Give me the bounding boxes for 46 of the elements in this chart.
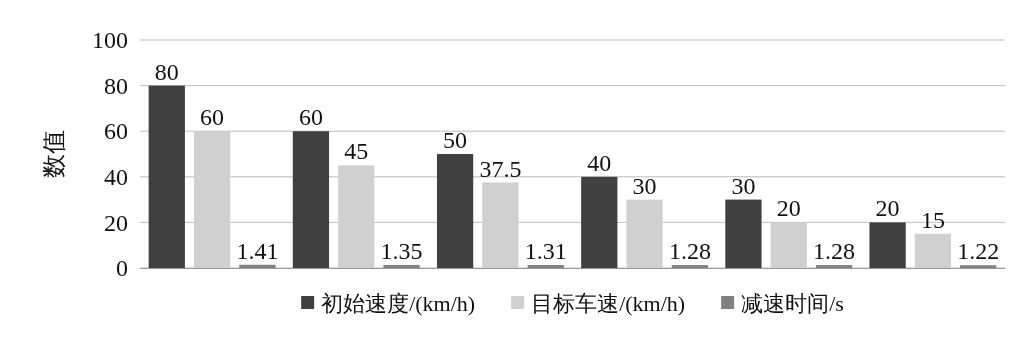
data-label: 1.28 xyxy=(813,238,856,265)
y-tick-label: 60 xyxy=(104,118,128,145)
y-tick-label: 20 xyxy=(104,209,128,236)
data-label: 40 xyxy=(587,149,612,176)
bar xyxy=(671,265,709,268)
data-label: 60 xyxy=(200,104,225,131)
bar xyxy=(482,182,519,268)
y-tick-label: 0 xyxy=(116,255,128,282)
bar xyxy=(338,165,375,268)
bar xyxy=(960,265,997,268)
data-label: 20 xyxy=(776,195,801,222)
bar xyxy=(292,131,330,268)
data-label: 30 xyxy=(731,172,756,199)
bar xyxy=(239,264,276,268)
bar xyxy=(626,199,663,268)
legend-label: 初始速度/(km/h) xyxy=(321,291,476,316)
bar xyxy=(193,131,231,268)
y-tick-label: 80 xyxy=(104,72,128,99)
data-label: 20 xyxy=(875,195,900,222)
data-label: 1.41 xyxy=(236,237,279,264)
data-label: 80 xyxy=(154,58,179,85)
data-label: 60 xyxy=(298,104,323,131)
data-label: 45 xyxy=(344,138,369,165)
bar xyxy=(527,265,564,268)
data-label: 1.22 xyxy=(957,238,1000,265)
data-label: 37.5 xyxy=(479,155,522,182)
bar xyxy=(436,154,474,268)
bar xyxy=(770,222,807,268)
bar xyxy=(581,176,618,268)
data-label: 15 xyxy=(920,206,945,233)
bar xyxy=(914,233,952,268)
bar xyxy=(383,264,420,268)
y-tick-label: 100 xyxy=(92,27,128,54)
data-label: 1.35 xyxy=(380,237,423,264)
bar xyxy=(148,85,185,268)
bar xyxy=(725,199,762,268)
y-tick-label: 40 xyxy=(104,163,128,190)
bar xyxy=(815,265,853,268)
data-label: 1.31 xyxy=(524,238,567,265)
data-label: 30 xyxy=(632,172,657,199)
y-axis-title: 数值 xyxy=(41,130,67,178)
data-label: 1.28 xyxy=(668,238,711,265)
bar xyxy=(869,222,906,268)
legend-label: 目标车速/(km/h) xyxy=(531,291,686,316)
data-label: 50 xyxy=(443,127,468,153)
legend-label: 减速时间/s xyxy=(741,291,844,316)
